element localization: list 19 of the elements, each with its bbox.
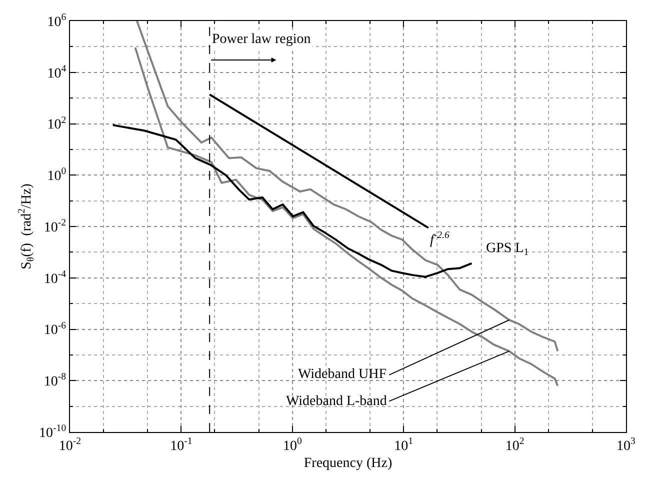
x-tick-label: 10$^{0}$: [282, 436, 302, 454]
ref-line-label: Power law region: [212, 32, 311, 47]
series-label: GPS L$_{1}$: [486, 241, 529, 258]
y-tick-label: 10$^{4}$: [47, 63, 66, 82]
y-tick-label: 10$^{-2}$: [44, 218, 66, 236]
y-tick-label: 10$^{0}$: [47, 166, 66, 184]
x-tick-label: 10$^{1}$: [394, 436, 414, 454]
y-tick-label: 10$^{2}$: [47, 114, 66, 133]
x-tick-label: 10$^{-1}$: [170, 436, 192, 454]
y-tick-label: 10$^{-8}$: [44, 372, 66, 390]
annotation: f$^{-2.6}$: [430, 230, 450, 248]
x-axis-title: Frequency (Hz): [304, 456, 392, 472]
x-tick-label: 10$^{3}$: [616, 436, 636, 454]
y-tick-label: 10$^{-6}$: [44, 320, 66, 338]
y-tick-label: 10$^{6}$: [47, 12, 66, 30]
x-tick-label: 10$^{2}$: [505, 436, 524, 454]
text: Wideband UHF: [298, 367, 387, 382]
y-tick-label: 10$^{-4}$: [44, 268, 66, 287]
text: Wideband L-band: [286, 394, 387, 409]
